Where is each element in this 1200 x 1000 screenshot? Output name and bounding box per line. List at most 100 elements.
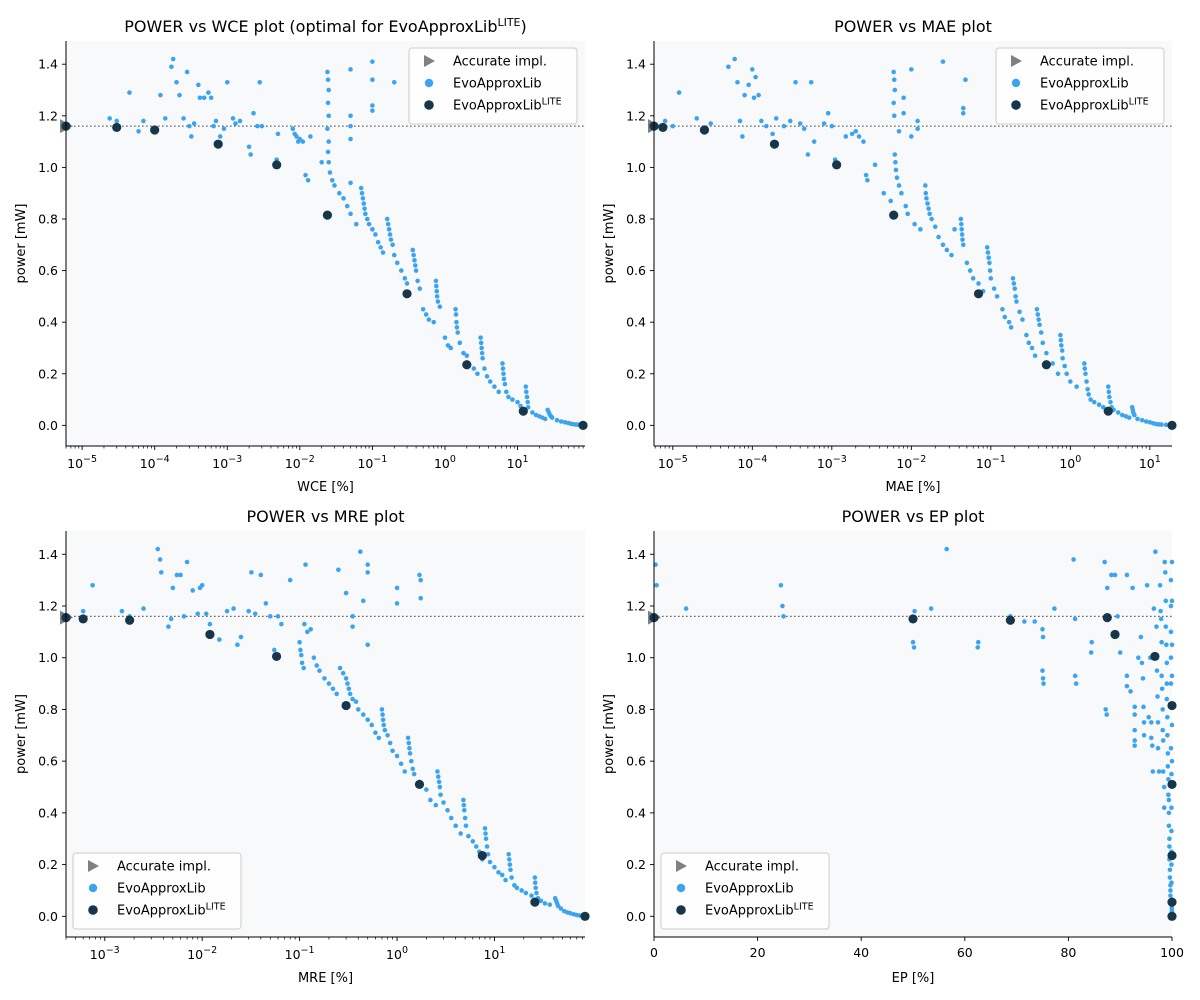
chart-panel-1: 0.0 0.2 0.4 0.6 0.8 1.0 1.2 1.4 10−5 10−4 10−3 10−2… bbox=[14, 16, 588, 495]
data-point bbox=[891, 77, 897, 82]
data-point bbox=[437, 784, 443, 790]
data-point bbox=[370, 77, 375, 82]
data-point bbox=[1124, 673, 1130, 679]
data-point-lite bbox=[580, 911, 590, 921]
data-point bbox=[195, 611, 201, 617]
data-point bbox=[184, 559, 190, 565]
data-point bbox=[373, 730, 378, 736]
data-point bbox=[479, 345, 484, 351]
data-point bbox=[503, 877, 508, 883]
data-point bbox=[370, 59, 375, 64]
data-point bbox=[726, 64, 731, 70]
data-point bbox=[415, 278, 420, 284]
legend: Accurate impl. EvoApproxLib EvoApproxLibLI… bbox=[408, 47, 578, 125]
data-point bbox=[708, 121, 714, 126]
y-tick-label: 0.0 bbox=[626, 909, 646, 924]
data-point bbox=[1086, 392, 1091, 397]
data-point bbox=[336, 567, 341, 573]
data-point bbox=[1108, 399, 1113, 405]
data-point bbox=[453, 306, 458, 312]
data-point bbox=[362, 206, 367, 211]
x-tick-label: 100 bbox=[386, 945, 408, 962]
data-point bbox=[462, 815, 468, 821]
data-point bbox=[509, 875, 514, 880]
data-point bbox=[1164, 660, 1170, 666]
data-point-lite bbox=[125, 615, 135, 625]
data-point bbox=[944, 247, 950, 253]
data-point-lite bbox=[973, 289, 984, 299]
data-point bbox=[337, 190, 342, 196]
y-tick-label: 0.6 bbox=[38, 754, 58, 769]
legend-box bbox=[660, 852, 830, 930]
data-point bbox=[1158, 616, 1164, 622]
data-point bbox=[514, 885, 520, 891]
x-tick-label: 10−1 bbox=[976, 454, 1006, 471]
data-point bbox=[905, 211, 910, 217]
data-point bbox=[332, 183, 337, 188]
data-point bbox=[365, 570, 371, 575]
data-point bbox=[1103, 707, 1108, 712]
data-point bbox=[350, 624, 355, 629]
y-tick-label: 0.8 bbox=[626, 211, 646, 226]
data-point bbox=[436, 779, 442, 785]
data-point bbox=[504, 389, 509, 395]
data-point bbox=[1132, 738, 1138, 743]
data-point bbox=[532, 880, 538, 885]
data-point bbox=[932, 224, 938, 230]
data-point-lite bbox=[1102, 613, 1112, 623]
data-point bbox=[1156, 769, 1162, 774]
data-point bbox=[1164, 681, 1170, 686]
data-point bbox=[482, 366, 487, 371]
data-point bbox=[801, 126, 807, 132]
data-point bbox=[1159, 686, 1165, 692]
data-point bbox=[484, 374, 490, 379]
data-point bbox=[781, 123, 787, 129]
data-point bbox=[206, 90, 211, 95]
data-point bbox=[1151, 606, 1157, 611]
data-point bbox=[923, 190, 929, 196]
y-tick-label: 0.0 bbox=[38, 909, 58, 924]
data-point bbox=[181, 614, 187, 619]
data-point bbox=[1044, 350, 1049, 356]
x-axis-label: MRE [%] bbox=[298, 971, 353, 986]
data-point bbox=[158, 570, 164, 575]
data-point bbox=[865, 177, 870, 183]
data-point bbox=[480, 355, 485, 361]
data-point bbox=[127, 90, 132, 95]
data-point bbox=[924, 196, 929, 201]
data-point bbox=[1159, 639, 1164, 645]
data-point bbox=[1150, 743, 1155, 748]
y-tick-label: 0.8 bbox=[38, 211, 58, 226]
data-point bbox=[1158, 608, 1163, 614]
data-point bbox=[478, 335, 483, 340]
data-point bbox=[303, 562, 308, 567]
data-point bbox=[272, 647, 277, 653]
data-point-lite bbox=[530, 897, 540, 907]
data-point bbox=[381, 722, 387, 728]
data-point bbox=[174, 79, 179, 85]
legend-marker-lite bbox=[1011, 100, 1021, 110]
data-point bbox=[466, 833, 471, 839]
data-point bbox=[534, 890, 539, 896]
data-point bbox=[340, 670, 346, 676]
data-point bbox=[1141, 704, 1146, 710]
data-point bbox=[508, 867, 513, 873]
data-point bbox=[825, 110, 831, 116]
data-point bbox=[759, 118, 764, 124]
x-tick-label: 10−4 bbox=[140, 454, 170, 471]
chart-panel-4: 0.0 0.2 0.4 0.6 0.8 1.0 1.2 1.4 0 20 40 60 80 100 EP [… bbox=[602, 507, 1184, 986]
x-tick-label: 10−1 bbox=[357, 454, 387, 471]
data-point bbox=[1013, 294, 1018, 299]
data-point bbox=[538, 898, 544, 904]
data-point bbox=[191, 121, 197, 126]
data-point bbox=[662, 118, 668, 124]
data-point bbox=[915, 126, 920, 132]
data-point bbox=[487, 859, 493, 865]
data-point-lite bbox=[1167, 850, 1177, 861]
data-point bbox=[1169, 771, 1174, 777]
data-point bbox=[1096, 402, 1102, 408]
data-point-lite bbox=[205, 629, 215, 640]
data-point bbox=[1038, 330, 1044, 335]
x-tick-label: 10−5 bbox=[67, 454, 97, 471]
data-point bbox=[438, 792, 443, 798]
